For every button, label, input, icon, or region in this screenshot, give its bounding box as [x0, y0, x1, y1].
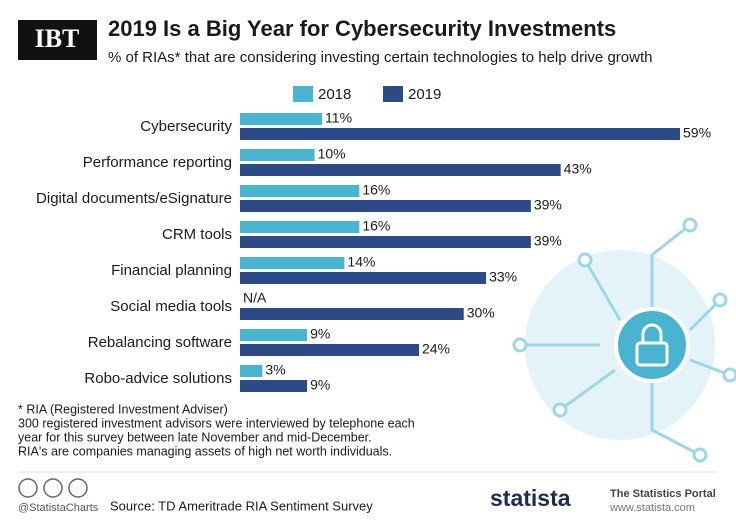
- value-label: 9%: [310, 326, 330, 342]
- value-label: 11%: [325, 110, 352, 126]
- bar: [240, 236, 531, 248]
- value-label: 39%: [534, 197, 562, 213]
- legend-label: 2019: [408, 86, 441, 103]
- value-label: 24%: [422, 341, 450, 357]
- value-label: 3%: [265, 362, 285, 378]
- category-label: Rebalancing software: [88, 334, 232, 351]
- bar: [240, 272, 487, 284]
- value-label: 39%: [534, 233, 562, 249]
- bar: [240, 380, 308, 392]
- bar: [240, 164, 561, 176]
- bar: [240, 329, 308, 341]
- value-label: 9%: [310, 377, 330, 393]
- legend-swatch: [293, 86, 313, 102]
- footnote: year for this survey between late Novemb…: [18, 430, 372, 444]
- bar: [240, 221, 360, 233]
- statista-logo: statista: [490, 485, 571, 511]
- category-label: CRM tools: [162, 226, 232, 243]
- logo: IBT: [35, 24, 80, 53]
- source: Source: TD Ameritrade RIA Sentiment Surv…: [110, 498, 373, 513]
- footnote: * RIA (Registered Investment Adviser): [18, 402, 228, 416]
- value-label: 10%: [318, 146, 346, 162]
- logo-box: [18, 20, 97, 60]
- bar: [240, 200, 531, 212]
- bar: [240, 308, 464, 320]
- legend-swatch: [383, 86, 403, 102]
- bar: [240, 257, 345, 269]
- category-label: Social media tools: [110, 298, 232, 315]
- url: www.statista.com: [609, 502, 695, 514]
- value-label: 16%: [362, 182, 390, 198]
- value-label: 43%: [564, 161, 592, 177]
- handle: @StatistaCharts: [18, 502, 99, 514]
- decoration: [512, 217, 736, 463]
- bar: [240, 365, 263, 377]
- legend-label: 2018: [318, 86, 351, 103]
- bar: [240, 149, 315, 161]
- value-label: 14%: [347, 254, 375, 270]
- category-label: Financial planning: [111, 262, 232, 279]
- value-label: 30%: [467, 305, 495, 321]
- bar: [240, 128, 680, 140]
- chart-title: 2019 Is a Big Year for Cybersecurity Inv…: [108, 16, 616, 41]
- value-label: N/A: [243, 290, 267, 306]
- value-label: 16%: [362, 218, 390, 234]
- footnote: RIA's are companies managing assets of h…: [18, 444, 392, 458]
- bar: [240, 185, 360, 197]
- footnote: 300 registered investment advisors were …: [18, 416, 415, 430]
- license-icons: [18, 478, 88, 498]
- value-label: 33%: [489, 269, 517, 285]
- bar: [240, 344, 419, 356]
- category-label: Performance reporting: [83, 154, 232, 171]
- portal: The Statistics Portal: [610, 488, 716, 500]
- category-label: Robo-advice solutions: [84, 370, 232, 387]
- bar: [240, 113, 323, 125]
- category-label: Cybersecurity: [140, 118, 232, 135]
- value-label: 59%: [683, 125, 711, 141]
- subtitle: % of RIAs* that are considering investin…: [108, 49, 652, 66]
- category-label: Digital documents/eSignature: [36, 190, 232, 207]
